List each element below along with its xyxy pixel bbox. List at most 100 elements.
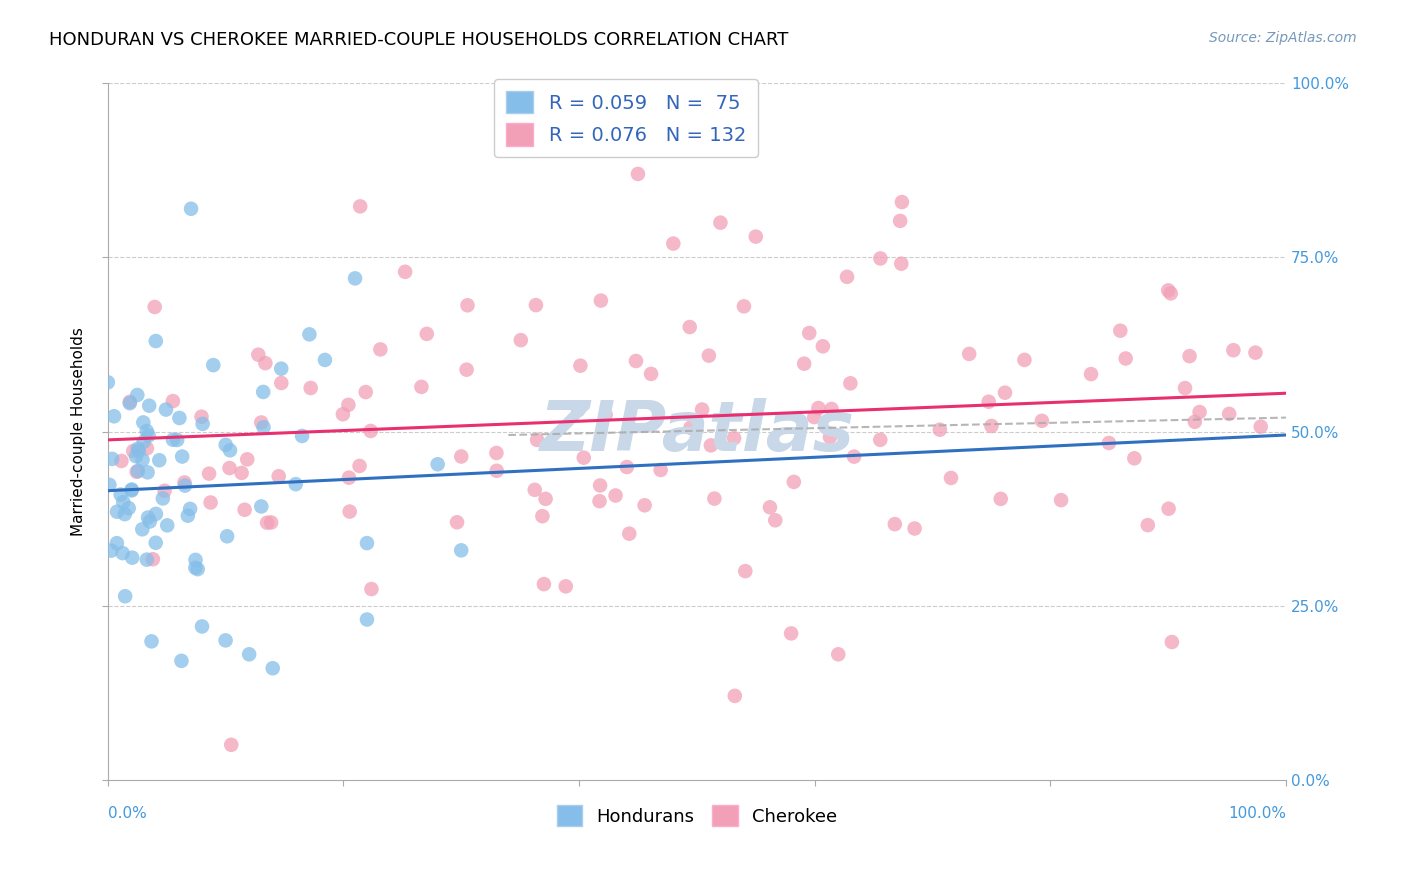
- Point: [524, 298, 547, 312]
- Point: [270, 361, 292, 376]
- Point: [110, 454, 132, 468]
- Point: [156, 518, 179, 533]
- Point: [709, 216, 731, 230]
- Point: [416, 326, 439, 341]
- Point: [1050, 493, 1073, 508]
- Point: [662, 236, 685, 251]
- Point: [260, 516, 283, 530]
- Point: [990, 491, 1012, 506]
- Point: [114, 507, 136, 521]
- Point: [733, 299, 755, 313]
- Point: [180, 202, 202, 216]
- Point: [835, 269, 858, 284]
- Point: [1222, 343, 1244, 358]
- Point: [236, 452, 259, 467]
- Point: [136, 510, 159, 524]
- Point: [531, 509, 554, 524]
- Point: [127, 464, 149, 478]
- Point: [820, 401, 842, 416]
- Point: [394, 265, 416, 279]
- Point: [121, 483, 143, 498]
- Point: [818, 430, 841, 444]
- Point: [349, 458, 371, 473]
- Point: [250, 500, 273, 514]
- Point: [100, 543, 122, 558]
- Point: [1080, 367, 1102, 381]
- Point: [169, 411, 191, 425]
- Point: [485, 464, 508, 478]
- Point: [105, 536, 128, 550]
- Point: [219, 738, 242, 752]
- Point: [145, 535, 167, 549]
- Point: [187, 562, 209, 576]
- Point: [118, 396, 141, 410]
- Point: [734, 564, 756, 578]
- Point: [1244, 345, 1267, 359]
- Point: [141, 634, 163, 648]
- Point: [191, 417, 214, 431]
- Y-axis label: Married-couple Households: Married-couple Households: [72, 327, 86, 536]
- Point: [231, 466, 253, 480]
- Point: [456, 362, 478, 376]
- Point: [890, 257, 912, 271]
- Point: [572, 450, 595, 465]
- Point: [138, 428, 160, 442]
- Point: [215, 438, 238, 452]
- Point: [135, 424, 157, 438]
- Point: [337, 398, 360, 412]
- Point: [1157, 501, 1180, 516]
- Point: [191, 619, 214, 633]
- Point: [1115, 351, 1137, 366]
- Point: [1157, 284, 1180, 298]
- Point: [122, 444, 145, 458]
- Point: [1188, 405, 1211, 419]
- Point: [121, 550, 143, 565]
- Point: [700, 438, 723, 452]
- Point: [803, 410, 825, 425]
- Point: [780, 626, 803, 640]
- Point: [162, 394, 184, 409]
- Point: [619, 526, 641, 541]
- Text: 0.0%: 0.0%: [108, 805, 146, 821]
- Point: [219, 443, 242, 458]
- Point: [588, 494, 610, 508]
- Point: [939, 471, 962, 485]
- Point: [202, 358, 225, 372]
- Point: [198, 467, 221, 481]
- Point: [589, 478, 612, 492]
- Point: [128, 443, 150, 458]
- Point: [1218, 407, 1240, 421]
- Point: [267, 469, 290, 483]
- Point: [247, 348, 270, 362]
- Point: [426, 457, 449, 471]
- Point: [143, 300, 166, 314]
- Point: [127, 388, 149, 402]
- Point: [839, 376, 862, 391]
- Point: [332, 407, 354, 421]
- Point: [105, 505, 128, 519]
- Point: [254, 356, 277, 370]
- Point: [153, 483, 176, 498]
- Point: [125, 465, 148, 479]
- Point: [174, 478, 197, 492]
- Point: [284, 477, 307, 491]
- Point: [114, 589, 136, 603]
- Point: [1160, 286, 1182, 301]
- Point: [679, 421, 702, 435]
- Point: [190, 409, 212, 424]
- Point: [928, 423, 950, 437]
- Point: [349, 199, 371, 213]
- Point: [1160, 635, 1182, 649]
- Point: [624, 354, 647, 368]
- Point: [605, 489, 627, 503]
- Point: [526, 433, 548, 447]
- Point: [650, 132, 672, 146]
- Point: [298, 327, 321, 342]
- Point: [370, 343, 392, 357]
- Text: ZIPatlas: ZIPatlas: [540, 398, 855, 465]
- Point: [759, 500, 782, 515]
- Point: [217, 529, 239, 543]
- Point: [763, 513, 786, 527]
- Point: [233, 502, 256, 516]
- Point: [589, 293, 612, 308]
